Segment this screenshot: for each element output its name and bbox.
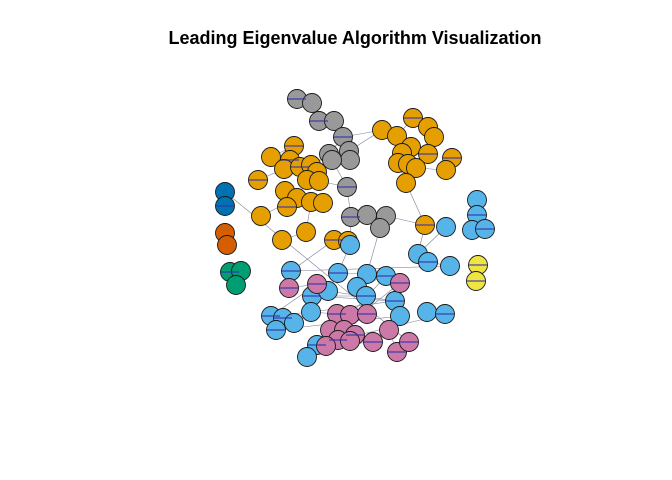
graph-node-vermillion xyxy=(217,235,237,255)
vertex-label-mark xyxy=(388,351,406,353)
vertex-label-mark xyxy=(274,317,292,319)
graph-node-sky-blue xyxy=(301,302,321,322)
vertex-label-mark xyxy=(400,341,418,343)
vertex-label-mark xyxy=(469,264,487,266)
vertex-label-mark xyxy=(419,153,437,155)
graph-node-orange xyxy=(309,171,329,191)
vertex-label-mark xyxy=(267,329,285,331)
vertex-label-mark xyxy=(262,315,280,317)
vertex-label-mark xyxy=(221,271,239,273)
graph-node-grey xyxy=(322,150,342,170)
vertex-label-mark xyxy=(386,300,404,302)
graph-node-orange xyxy=(296,222,316,242)
node-layer xyxy=(215,89,495,367)
vertex-label-mark xyxy=(416,224,434,226)
vertex-label-mark xyxy=(308,283,326,285)
vertex-label-mark xyxy=(377,275,395,277)
vertex-label-mark xyxy=(419,261,437,263)
graph-node-grey xyxy=(340,150,360,170)
vertex-label-mark xyxy=(329,339,347,341)
vertex-label-mark xyxy=(443,157,461,159)
vertex-label-mark xyxy=(358,313,376,315)
vertex-label-mark xyxy=(468,214,486,216)
vertex-label-mark xyxy=(278,206,296,208)
vertex-label-mark xyxy=(404,117,422,119)
vertex-label-mark xyxy=(342,216,360,218)
graph-node-sky-blue xyxy=(297,347,317,367)
graph-node-sky-blue xyxy=(440,256,460,276)
vertex-label-mark xyxy=(310,120,328,122)
graph-node-orange xyxy=(424,127,444,147)
graph-node-orange xyxy=(261,147,281,167)
vertex-label-mark xyxy=(288,98,306,100)
vertex-label-mark xyxy=(303,295,321,297)
graph-node-sky-blue xyxy=(284,313,304,333)
vertex-label-mark xyxy=(308,344,326,346)
vertex-label-mark xyxy=(285,145,303,147)
vertex-label-mark xyxy=(325,239,343,241)
vertex-label-mark xyxy=(364,341,382,343)
graph-node-orange xyxy=(396,173,416,193)
vertex-label-mark xyxy=(216,205,234,207)
graph-node-sky-blue xyxy=(436,217,456,237)
graph-node-grey xyxy=(302,93,322,113)
vertex-label-mark xyxy=(329,272,347,274)
graph-node-orange xyxy=(272,230,292,250)
graph-node-orange xyxy=(251,206,271,226)
vertex-label-mark xyxy=(391,282,409,284)
graph-node-sky-blue xyxy=(417,302,437,322)
vertex-label-mark xyxy=(282,270,300,272)
graph-node-orange xyxy=(436,160,456,180)
vertex-label-mark xyxy=(334,136,352,138)
vertex-label-mark xyxy=(467,280,485,282)
graph-node-sky-blue xyxy=(340,235,360,255)
vertex-label-mark xyxy=(476,228,494,230)
vertex-label-mark xyxy=(346,334,364,336)
graph-node-orange xyxy=(313,193,333,213)
vertex-label-mark xyxy=(281,159,299,161)
vertex-label-mark xyxy=(436,313,454,315)
vertex-label-mark xyxy=(357,295,375,297)
graph-node-grey xyxy=(370,218,390,238)
vertex-label-mark xyxy=(338,186,356,188)
graph-node-purple xyxy=(379,320,399,340)
graph-node-green xyxy=(226,275,246,295)
vertex-label-mark xyxy=(249,179,267,181)
vertex-label-mark xyxy=(291,166,309,168)
chart-title: Leading Eigenvalue Algorithm Visualizati… xyxy=(168,28,542,48)
vertex-label-mark xyxy=(280,287,298,289)
graph-node-orange xyxy=(406,158,426,178)
vertex-label-mark xyxy=(328,313,346,315)
graph-node-sky-blue xyxy=(390,306,410,326)
